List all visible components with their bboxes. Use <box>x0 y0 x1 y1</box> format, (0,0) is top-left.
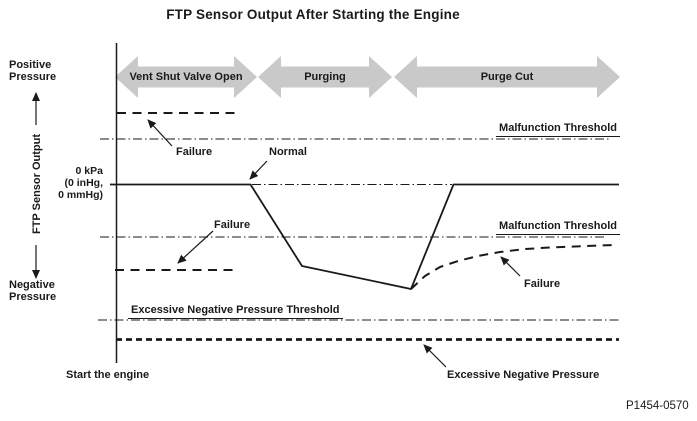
negative-pressure-label: Negative Pressure <box>9 279 57 303</box>
normal-output-trace <box>110 183 619 290</box>
excessive-negative-arrow <box>423 344 447 368</box>
zero-kpa-line2: (0 inHg, <box>64 177 104 189</box>
excessive-negative-pressure-label: Excessive Negative Pressure <box>447 369 600 381</box>
diagram-title: FTP Sensor Output After Starting the Eng… <box>166 7 460 22</box>
figure-part-number: P1454-0570 <box>626 400 689 412</box>
phase-arrow-0 <box>115 56 257 98</box>
excessive-negative-threshold-label: Excessive Negative Pressure Threshold <box>128 304 343 319</box>
phase-label-purging: Purging <box>304 70 346 83</box>
phase-arrow-band <box>115 56 620 98</box>
failure-top-label: Failure <box>176 146 213 158</box>
failure-mid-label: Failure <box>214 219 251 231</box>
malfunction-threshold-lower-label: Malfunction Threshold <box>496 220 620 235</box>
normal-arrow <box>249 160 268 180</box>
phase-label-vent-shut-valve-open: Vent Shut Valve Open <box>129 70 243 83</box>
phase-arrow-1 <box>258 56 392 98</box>
phase-label-purge-cut: Purge Cut <box>480 70 534 83</box>
start-the-engine-label: Start the engine <box>66 369 150 381</box>
malfunction-threshold-upper-label: Malfunction Threshold <box>496 122 620 137</box>
failure-mid-arrow <box>177 230 214 264</box>
y-axis-title: FTP Sensor Output <box>31 133 43 235</box>
positive-pressure-label: Positive Pressure <box>9 59 57 83</box>
normal-label: Normal <box>269 146 307 158</box>
phase-arrow-2 <box>394 56 620 98</box>
failure-slow-recovery-trace <box>410 244 615 290</box>
line-layer <box>98 43 620 363</box>
failure-right-label: Failure <box>524 278 561 290</box>
failure-right-arrow <box>500 256 521 277</box>
zero-kpa-line1: 0 kPa <box>75 165 103 177</box>
failure-top-arrow <box>147 119 173 147</box>
zero-kpa-label: 0 kPa (0 inHg, 0 mmHg) <box>58 165 103 201</box>
zero-kpa-line3: 0 mmHg) <box>58 189 103 201</box>
pointer-layer <box>32 92 521 368</box>
